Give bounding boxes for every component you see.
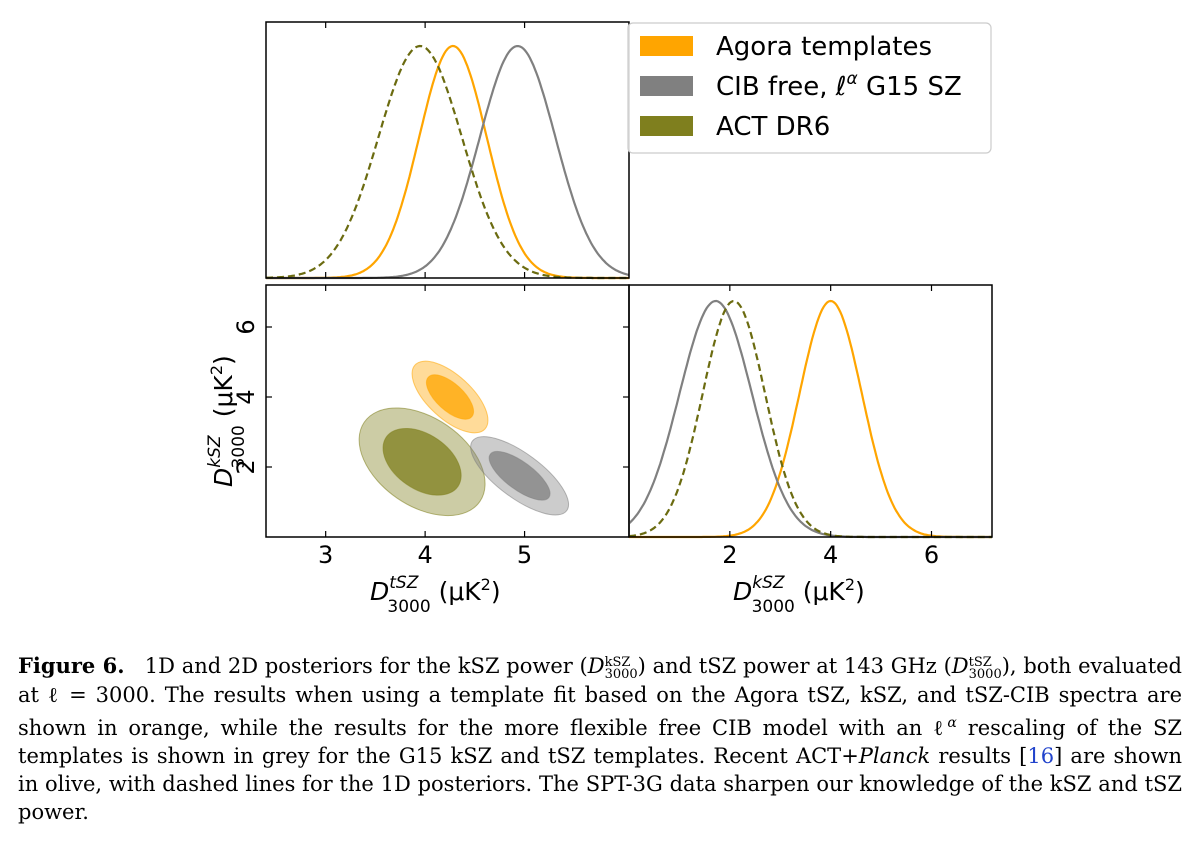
caption-figure-label: Figure 6. (18, 653, 125, 678)
caption-part-4: rescaling of the SZ templates is shown i… (18, 716, 1182, 768)
ksz-1d-ticks: 2 4 6 (722, 285, 939, 569)
panel-2d: 3 4 5 2 4 6 (232, 284, 630, 569)
tsz-curve-agora-templates (266, 44, 629, 280)
panel-2d-xtick-label-4: 4 (417, 541, 432, 569)
legend-swatch-agora (640, 36, 693, 56)
panel-2d-xtick-label-3: 3 (318, 541, 333, 569)
ksz-1d-xtick-label-4: 4 (823, 541, 838, 569)
caption-ref-link[interactable]: 16 (1027, 744, 1055, 768)
panel-2d-ytick-label-4: 4 (232, 389, 260, 404)
corner-plot: 3 4 5 2 4 6 2 4 6 Agora templates CIB free, ℓα … (205, 21, 993, 617)
caption-sub-1: 3000 (604, 667, 638, 682)
legend-swatch-act-dr6 (640, 116, 693, 136)
panel-2d-ytick-label-6: 6 (232, 319, 260, 334)
panel-2d-ticks: 3 4 5 2 4 6 (232, 285, 629, 569)
tsz-curve-act-dr6 (266, 44, 629, 280)
legend-frame (627, 22, 992, 154)
ksz-curve-act-dr6 (628, 300, 992, 539)
panel-tsz-1d (265, 21, 630, 280)
ylabel-ksz: DkSZ 3000 (μK2) (205, 355, 249, 487)
panel-ksz-1d-frame (628, 284, 993, 538)
ksz-1d-xtick-label-6: 6 (924, 541, 939, 569)
posterior-ellipses (358, 360, 570, 517)
ellipse-cib-free-g15-sz-68 (488, 450, 551, 501)
caption-part-1: 1D and 2D posteriors for the kSZ power ( (144, 654, 588, 678)
panel-2d-xtick-label-5: 5 (517, 541, 532, 569)
caption-sup-1: kSZ (604, 655, 631, 670)
tsz-1d-ticks (325, 22, 526, 278)
legend-label-agora: Agora templates (716, 32, 932, 62)
panel-ksz-1d: 2 4 6 (628, 284, 993, 569)
tsz-curve-cib-free-g15-sz (266, 45, 630, 280)
caption-sup-alpha: α (947, 715, 957, 731)
legend-label-cib-free: CIB free, ℓα G15 SZ (716, 69, 962, 102)
panel-2d-ytick-label-2: 2 (232, 459, 260, 474)
legend: Agora templates CIB free, ℓα G15 SZ ACT … (627, 22, 992, 154)
ellipse-agora-templates-68 (425, 374, 475, 420)
legend-label-act-dr6: ACT DR6 (716, 112, 830, 142)
caption-part-2: ) and tSZ power at 143 GHz ( (637, 654, 952, 678)
xlabel-tsz: DtSZ 3000 (μK2) (370, 573, 501, 617)
panel-tsz-1d-frame (265, 21, 630, 279)
caption-part-3: ), both evaluated at ℓ = 3000. The resul… (18, 654, 1182, 740)
ksz-1d-xtick-label-2: 2 (722, 541, 737, 569)
caption-symbol-1: D (587, 654, 605, 678)
ksz-1d-curves (628, 299, 992, 539)
caption-sup-2: tSZ (968, 655, 992, 670)
caption-sub-2: 3000 (968, 667, 1002, 682)
caption-part-5: results [ (930, 744, 1028, 768)
ksz-curve-agora-templates (629, 299, 992, 539)
figure-caption: Figure 6. 1D and 2D posteriors for the k… (18, 652, 1182, 826)
legend-swatch-cib-free (640, 76, 693, 96)
ksz-curve-cib-free-g15-sz (628, 299, 992, 539)
tsz-1d-curves (266, 44, 630, 280)
ellipse-act-dr6-68 (382, 427, 462, 496)
xlabel-ksz: DkSZ 3000 (μK2) (733, 573, 865, 617)
caption-planck: Planck (858, 744, 931, 768)
caption-symbol-2: D (951, 654, 969, 678)
caption-part-6: ] are shown in olive, with dashed lines … (18, 744, 1182, 824)
